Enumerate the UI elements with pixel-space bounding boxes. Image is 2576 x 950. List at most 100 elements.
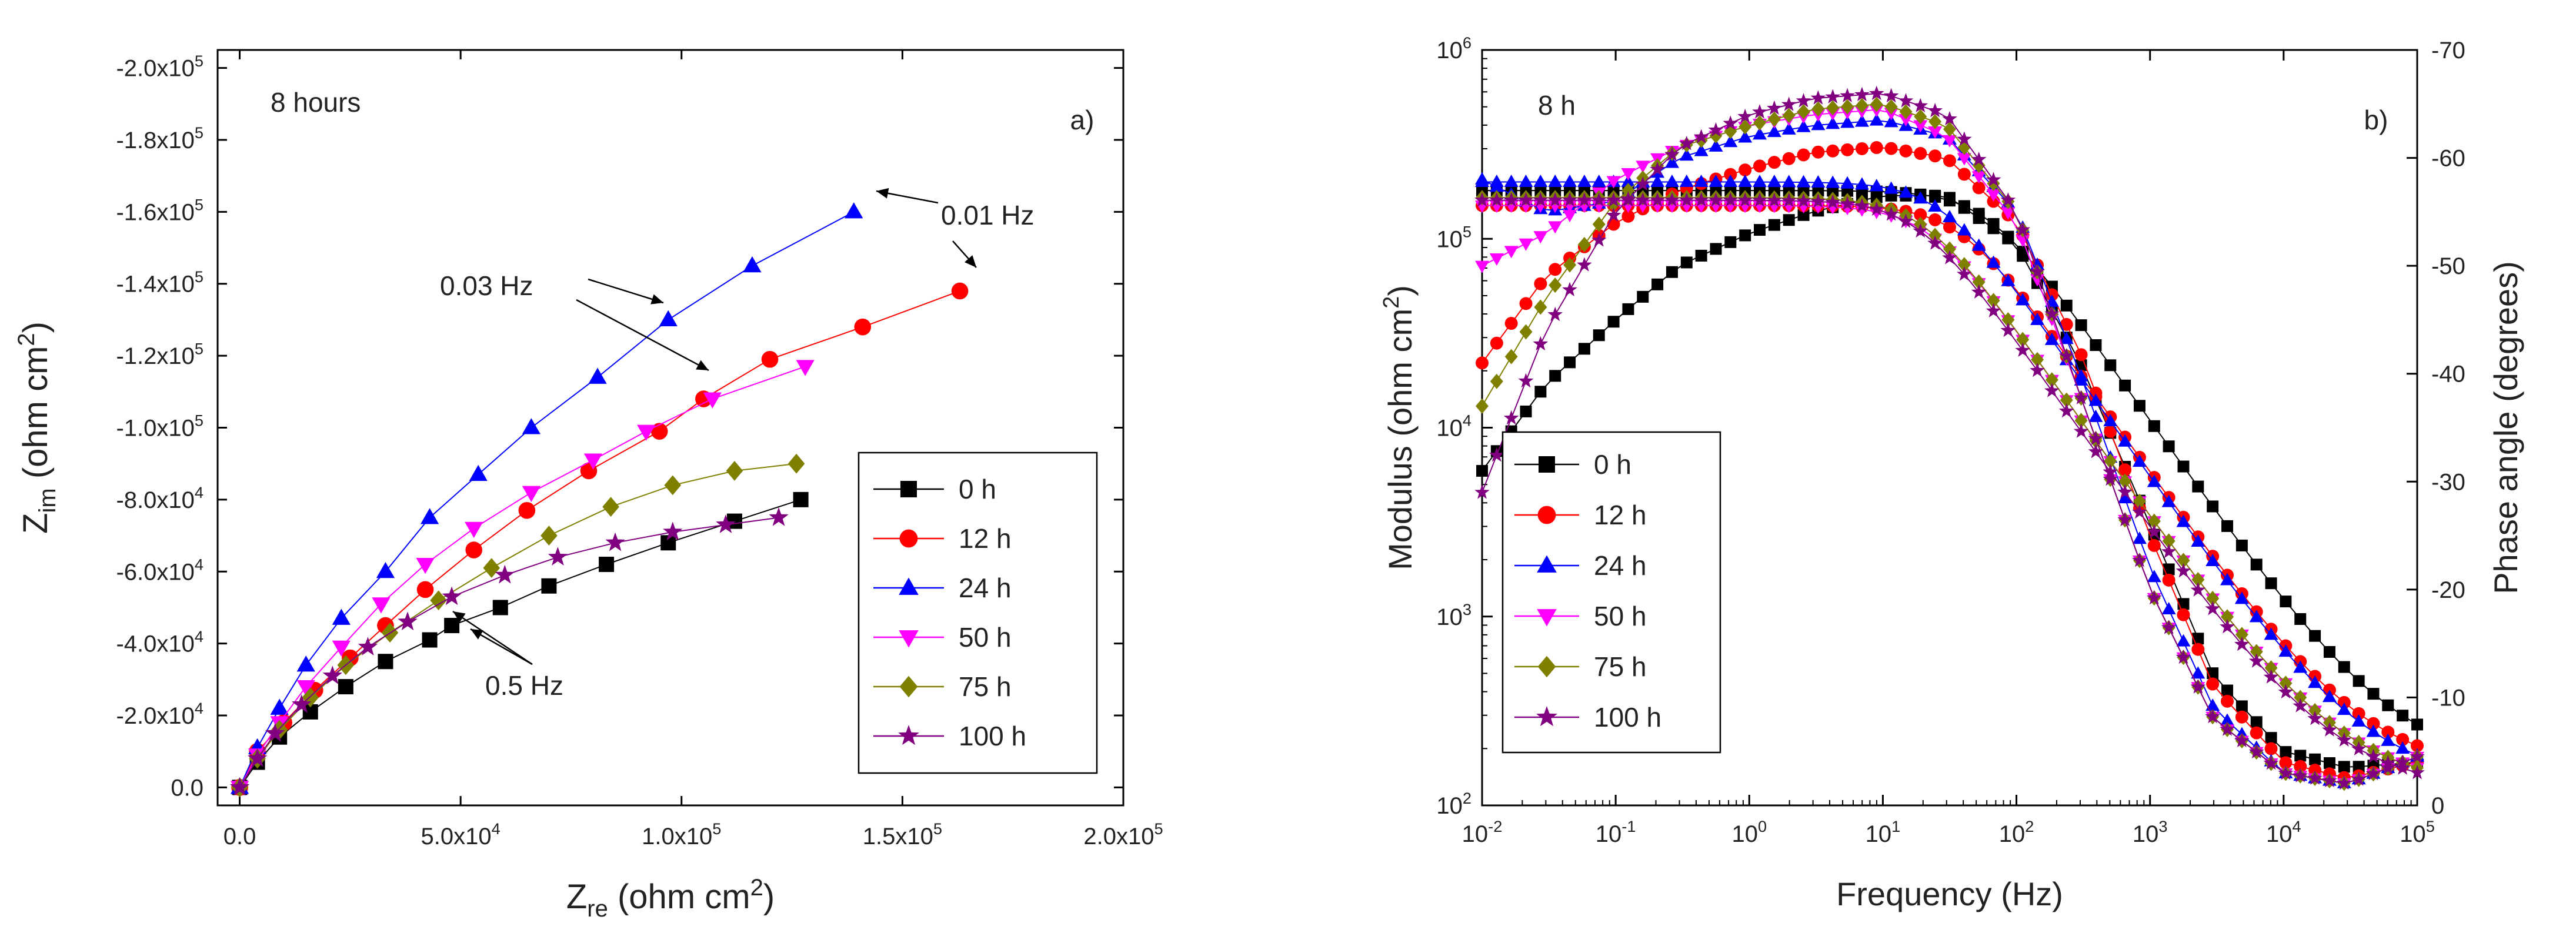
marker-star [2293, 698, 2308, 712]
marker-triangle-down [1489, 253, 1504, 266]
marker-square [2353, 761, 2365, 773]
marker-square [2397, 710, 2409, 722]
marker-triangle-up [2191, 534, 2205, 547]
marker-diamond [2250, 644, 2263, 660]
marker-circle [951, 282, 969, 300]
marker-triangle-down [1548, 221, 1563, 234]
marker-diamond [788, 453, 805, 474]
marker-square [1797, 185, 1810, 197]
marker-star [1942, 111, 1957, 126]
marker-star [1810, 193, 1826, 208]
marker-triangle-down [703, 392, 722, 409]
marker-square [900, 481, 917, 497]
marker-triangle-down [1840, 203, 1855, 216]
marker-triangle-up [1537, 555, 1557, 573]
marker-square [2309, 753, 2321, 765]
marker-star [2000, 322, 2016, 337]
marker-circle [1534, 277, 1547, 290]
marker-circle [2060, 317, 2073, 331]
marker-circle [761, 350, 779, 368]
marker-circle [1537, 506, 1556, 524]
marker-triangle-up [270, 698, 289, 715]
marker-triangle-up [1738, 130, 1753, 143]
marker-triangle-down [1636, 160, 1650, 173]
marker-triangle-up [2308, 675, 2323, 688]
marker-triangle-up [2176, 514, 2191, 527]
marker-circle [1841, 143, 1854, 156]
y2-axis-title: Phase angle (degrees) [2487, 261, 2524, 594]
x-tick-label: 101 [1866, 817, 1901, 847]
marker-triangle-up [1840, 176, 1855, 189]
marker-star [495, 564, 515, 584]
marker-star [2015, 342, 2031, 357]
marker-diamond [2045, 372, 2058, 388]
marker-circle [2411, 739, 2424, 752]
series-75h [231, 453, 805, 798]
y2-tick-label: -60 [2431, 146, 2465, 172]
marker-circle [2104, 424, 2117, 438]
marker-square [1549, 370, 1561, 382]
marker-star [2015, 222, 2031, 236]
marker-square [1564, 356, 1576, 369]
marker-circle [1767, 156, 1781, 169]
marker-circle [1476, 356, 1489, 370]
marker-star [2263, 669, 2279, 684]
marker-star [2175, 563, 2191, 578]
marker-square [1870, 191, 1883, 203]
y-tick-label: -6.0x104 [116, 555, 203, 585]
marker-star [1913, 223, 1928, 238]
marker-star [2234, 636, 2250, 651]
annotations [452, 188, 977, 665]
marker-square [1622, 303, 1634, 315]
marker-circle [2396, 732, 2410, 746]
series-line [239, 517, 779, 788]
marker-star [1840, 88, 1855, 102]
marker-star [2351, 741, 2367, 755]
marker-triangle-up [1650, 174, 1665, 187]
marker-triangle-up [2059, 332, 2074, 344]
marker-star [2322, 772, 2337, 788]
marker-circle [1943, 220, 1956, 234]
marker-square [2353, 675, 2365, 687]
marker-triangle-up [1753, 127, 1767, 140]
marker-star [2410, 765, 2425, 780]
marker-triangle-up [1694, 143, 1709, 156]
marker-circle [854, 318, 872, 336]
marker-star [1898, 213, 1914, 228]
marker-star [548, 547, 568, 566]
marker-triangle-up [1869, 113, 1884, 126]
marker-star [2395, 760, 2410, 775]
marker-triangle-up [1475, 172, 1489, 185]
marker-star [442, 586, 462, 606]
legend-label: 50 h [959, 622, 1012, 653]
marker-star [2336, 775, 2352, 790]
marker-star [1957, 266, 1972, 281]
legend-label: 75 h [1594, 651, 1647, 682]
marker-triangle-up [1591, 174, 1606, 187]
marker-star [1693, 192, 1709, 207]
marker-triangle-up [2132, 454, 2147, 467]
marker-square [1973, 212, 1985, 224]
marker-star [2351, 771, 2367, 786]
marker-triangle-up [1943, 210, 1957, 223]
legend-a-box [857, 451, 1098, 774]
marker-square [1768, 219, 1780, 231]
marker-star [1635, 192, 1651, 207]
marker-triangle-up [2103, 414, 2118, 427]
legend-item [873, 725, 944, 745]
marker-star [1533, 336, 1549, 351]
marker-circle [1549, 263, 1562, 276]
marker-diamond [1841, 99, 1854, 115]
marker-triangle-up [2205, 554, 2220, 567]
x-tick-label: 103 [2133, 817, 2168, 847]
x-axis-title: Zre (ohm cm2) [566, 875, 775, 922]
marker-diamond [1884, 99, 1898, 115]
marker-triangle-down [583, 453, 603, 470]
marker-triangle-down [1537, 609, 1557, 627]
marker-star [1650, 161, 1665, 176]
marker-star [2278, 765, 2294, 780]
marker-star [2395, 754, 2410, 769]
marker-diamond [2118, 473, 2132, 489]
y2-tick-label: -10 [2431, 685, 2465, 711]
marker-diamond [2147, 513, 2161, 529]
